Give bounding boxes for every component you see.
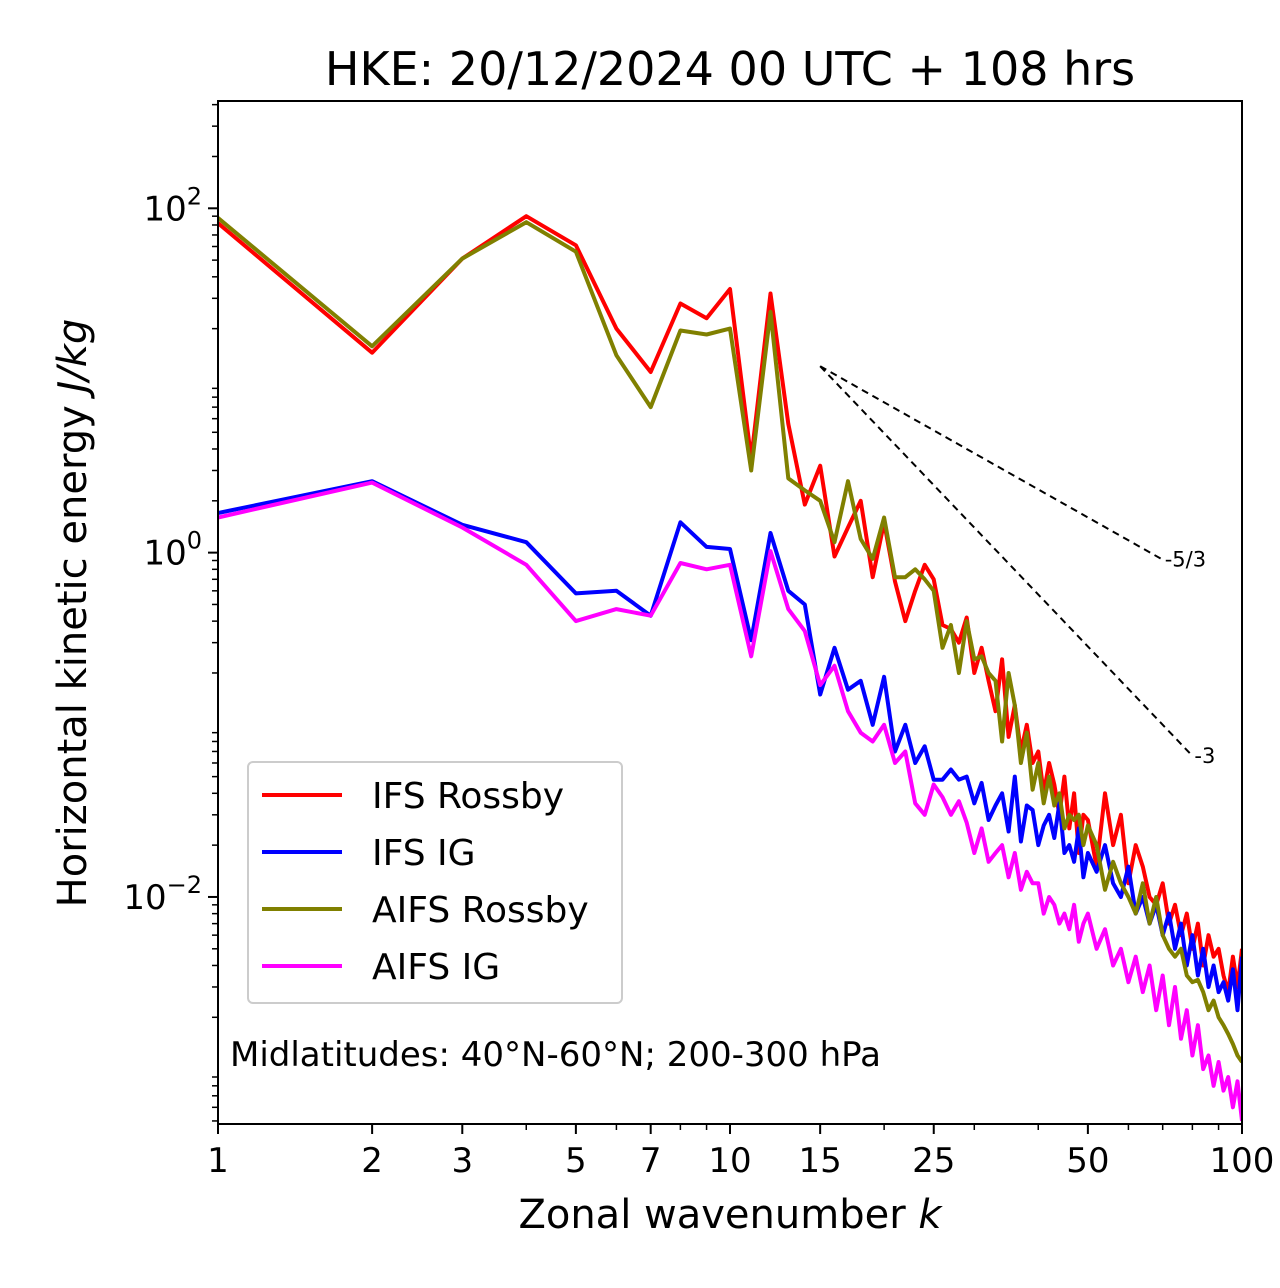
x-tick-label: 5 [565, 1141, 587, 1181]
series-lines [218, 214, 1242, 1122]
y-tick-label: 100 [143, 527, 202, 574]
legend-label: AIFS IG [372, 947, 500, 988]
plot-area: -5/3 -3 [218, 214, 1242, 1122]
y-axis-label: Horizontal kinetic energy J/kg [50, 319, 96, 908]
legend-label: AIFS Rossby [372, 890, 589, 931]
reference-line-label: -3 [1194, 744, 1215, 768]
x-tick-label: 10 [708, 1141, 751, 1181]
x-tick-label: 2 [361, 1141, 383, 1181]
reference-line [819, 365, 1194, 757]
region-annotation: Midlatitudes: 40°N-60°N; 200-300 hPa [230, 1035, 881, 1075]
x-tick-label: 3 [451, 1141, 473, 1181]
y-axis-label-unit: J/kg [50, 319, 96, 400]
legend-label: IFS IG [372, 833, 476, 874]
reference-line [819, 365, 1164, 561]
x-axis-label: Zonal wavenumber k [518, 1192, 943, 1238]
legend-box [247, 761, 623, 1004]
y-axis-ticks: 102 100 10−2 [123, 182, 218, 918]
x-axis-ticks: 1 2 3 5 7 10 15 25 50 100 [207, 1124, 1274, 1181]
x-tick-label: 50 [1066, 1141, 1109, 1181]
x-axis-label-text: Zonal wavenumber [518, 1192, 906, 1238]
reference-slope-lines: -5/3 -3 [819, 365, 1215, 768]
series-line-aifs-ig [218, 480, 1242, 1122]
x-tick-label: 1 [207, 1141, 229, 1181]
chart-title: HKE: 20/12/2024 00 UTC + 108 hrs [325, 42, 1135, 96]
legend-label: IFS Rossby [372, 776, 564, 817]
series-line-ifs-ig [218, 479, 1242, 1013]
x-tick-label: 7 [640, 1141, 662, 1181]
x-tick-label: 15 [799, 1141, 842, 1181]
x-tick-label: 25 [912, 1141, 955, 1181]
reference-line-label: -5/3 [1165, 548, 1206, 572]
y-tick-label: 102 [143, 182, 202, 229]
x-axis-label-var: k [918, 1192, 943, 1238]
plot-frame [217, 100, 1243, 1125]
legend: IFS Rossby IFS IG AIFS Rossby AIFS IG [247, 761, 623, 1004]
x-tick-label: 100 [1210, 1141, 1275, 1181]
y-tick-label: 10−2 [123, 871, 202, 918]
y-axis-label-text: Horizontal kinetic energy [50, 405, 96, 907]
series-line-aifs-rossby [218, 216, 1242, 1064]
